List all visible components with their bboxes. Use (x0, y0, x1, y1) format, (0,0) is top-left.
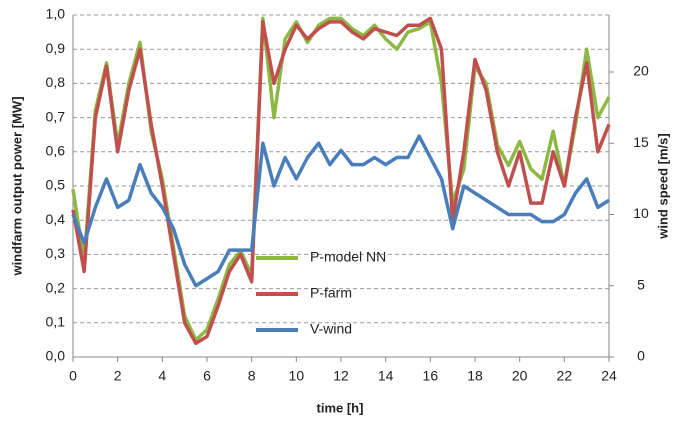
y-tick-label: 0,7 (46, 108, 66, 124)
y-tick-label: 0,5 (46, 177, 66, 193)
series-line (71, 134, 610, 288)
x-tick-label: 24 (601, 368, 617, 384)
y-tick-label: 0,6 (46, 143, 66, 159)
legend-label: P-model NN (310, 249, 386, 265)
y-tick-label: 0,2 (46, 279, 66, 295)
x-tick-label: 4 (158, 368, 166, 384)
y2-tick-label: 5 (637, 276, 645, 292)
x-tick-label: 10 (289, 368, 305, 384)
x-tick-label: 20 (512, 368, 528, 384)
y-tick-label: 1,0 (46, 6, 66, 22)
x-tick-label: 16 (423, 368, 439, 384)
x-tick-label: 6 (203, 368, 211, 384)
x-tick-label: 14 (378, 368, 394, 384)
y2-axis-label: wind speed [m/s] (655, 133, 670, 239)
y-tick-label: 0,0 (46, 348, 66, 364)
y2-tick-label: 0 (637, 348, 645, 364)
x-tick-label: 12 (333, 368, 349, 384)
y-tick-label: 0,3 (46, 245, 66, 261)
x-tick-label: 22 (557, 368, 573, 384)
y2-tick-label: 15 (633, 134, 649, 150)
y-tick-label: 0,9 (46, 40, 66, 56)
x-tick-label: 0 (69, 368, 77, 384)
x-axis-label: time [h] (317, 400, 364, 415)
y2-tick-label: 10 (633, 205, 649, 221)
series-line (71, 16, 611, 346)
y-axis-label: windfarm output power [MW] (9, 96, 24, 276)
y-tick-label: 0,4 (46, 211, 66, 227)
legend-label: P-farm (310, 285, 352, 301)
x-tick-label: 2 (114, 368, 122, 384)
legend-label: V-wind (310, 321, 352, 337)
x-tick-label: 18 (467, 368, 483, 384)
x-tick-label: 8 (248, 368, 256, 384)
y-tick-label: 0,1 (46, 314, 66, 330)
y-tick-label: 0,8 (46, 74, 66, 90)
y2-tick-label: 20 (633, 63, 649, 79)
